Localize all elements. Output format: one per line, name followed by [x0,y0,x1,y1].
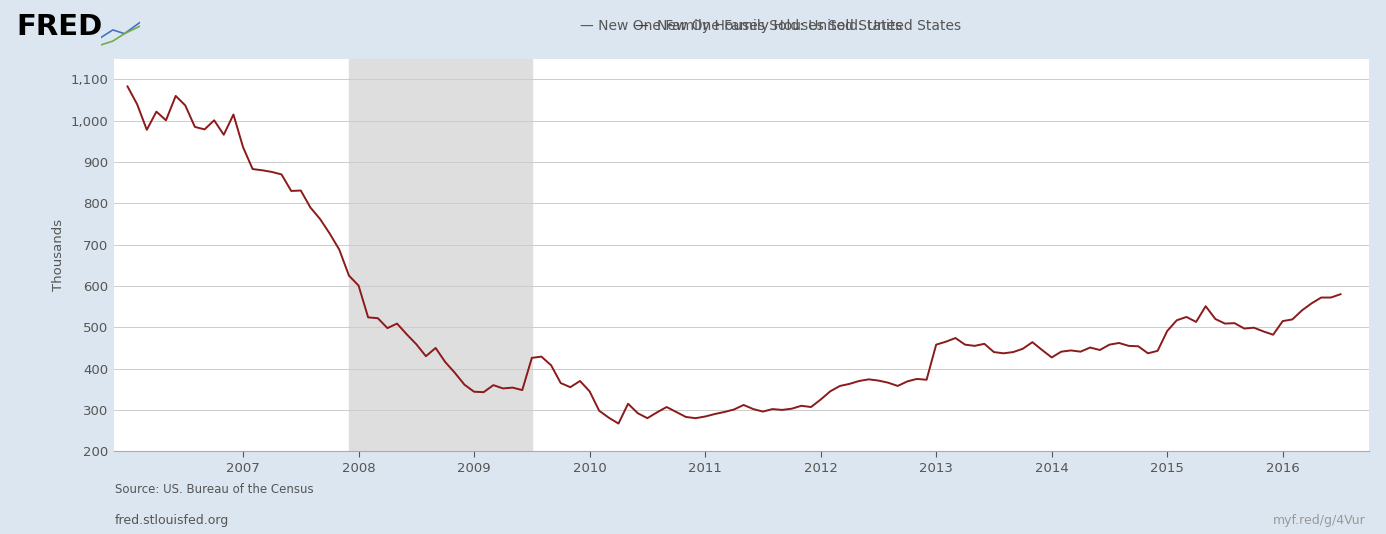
Text: Source: US. Bureau of the Census: Source: US. Bureau of the Census [115,483,313,496]
Bar [349,59,532,451]
Text: —: — [635,20,649,34]
Y-axis label: Thousands: Thousands [51,219,65,291]
Text: New One Family Houses Sold: United States: New One Family Houses Sold: United State… [657,19,960,33]
Text: myf.red/g/4Vur: myf.red/g/4Vur [1272,514,1365,527]
Text: — New One Family Houses Sold: United States: — New One Family Houses Sold: United Sta… [581,19,902,33]
Text: fred.stlouisfed.org: fred.stlouisfed.org [115,514,229,527]
Text: FRED: FRED [17,13,103,41]
